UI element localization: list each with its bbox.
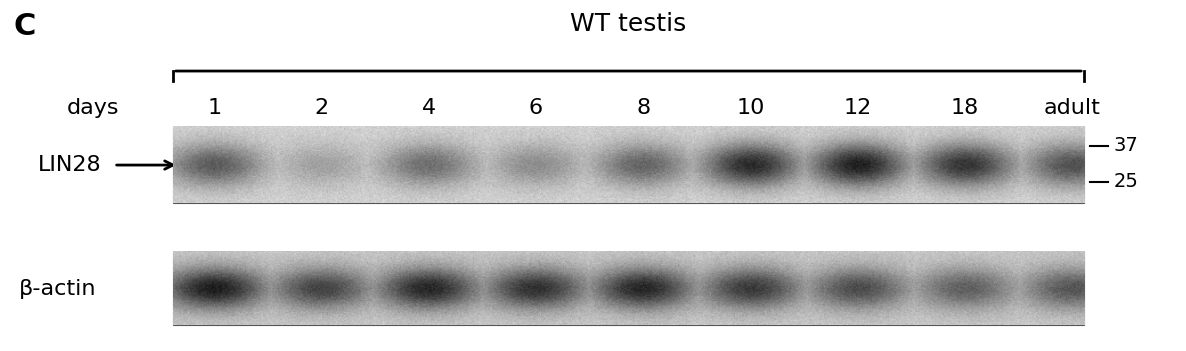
- Text: 2: 2: [314, 98, 329, 118]
- Text: LIN28: LIN28: [38, 155, 102, 175]
- Text: 1: 1: [208, 98, 222, 118]
- Text: 8: 8: [636, 98, 650, 118]
- Text: 12: 12: [843, 98, 872, 118]
- FancyBboxPatch shape: [173, 127, 1084, 203]
- Text: 4: 4: [422, 98, 436, 118]
- Text: 6: 6: [529, 98, 543, 118]
- Text: 25: 25: [1114, 172, 1139, 191]
- Text: adult: adult: [1044, 98, 1101, 118]
- Text: WT testis: WT testis: [570, 12, 687, 36]
- Text: 18: 18: [951, 98, 980, 118]
- Text: 10: 10: [737, 98, 765, 118]
- Text: days: days: [66, 98, 119, 118]
- Text: β-actin: β-actin: [19, 279, 96, 299]
- FancyBboxPatch shape: [173, 252, 1084, 325]
- Text: C: C: [13, 12, 36, 41]
- Text: 37: 37: [1114, 137, 1139, 155]
